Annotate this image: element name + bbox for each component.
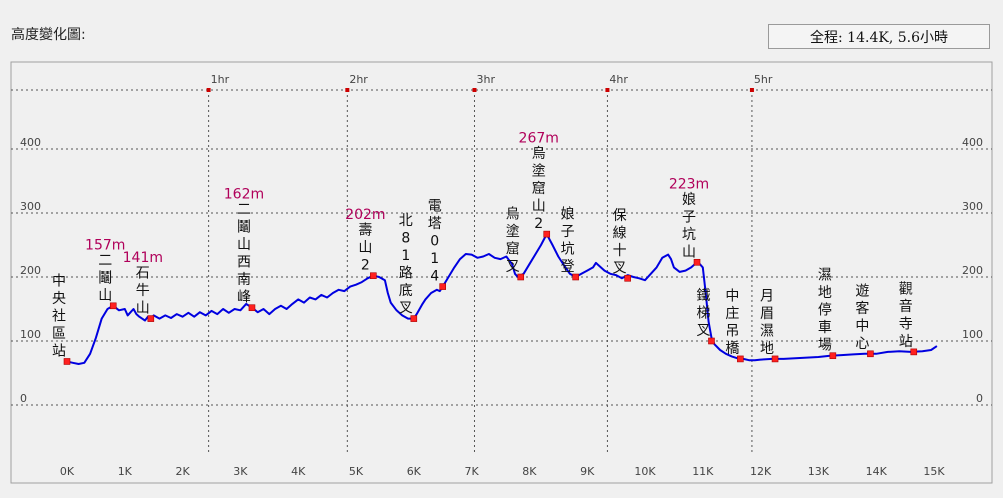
x-tick-label: 5K	[349, 465, 364, 478]
waypoint-name: 娘子坑山	[682, 192, 696, 261]
x-tick-label: 2K	[175, 465, 190, 478]
time-label: 4hr	[609, 73, 628, 86]
elevation-label: 157m	[85, 237, 125, 253]
waypoint-marker	[572, 273, 579, 281]
waypoint-name: 濕地停車場	[818, 268, 832, 354]
waypoint-marker	[543, 230, 551, 238]
waypoint-name: 石牛山	[136, 266, 150, 317]
waypoint-name: 觀音寺站	[899, 281, 913, 350]
time-marker	[472, 88, 477, 92]
waypoint-name: 保線十叉	[613, 208, 627, 277]
waypoint-marker	[867, 350, 874, 358]
x-tick-label: 10K	[634, 465, 656, 478]
waypoint-marker	[708, 337, 715, 345]
x-tick-label: 11K	[692, 465, 714, 478]
waypoint-name: 壽山 2	[358, 223, 372, 274]
elevation-label: 223m	[669, 176, 709, 192]
y-tick-label-left: 0	[20, 392, 27, 405]
waypoint-name: 烏塗窟叉	[506, 206, 520, 276]
waypoint-marker	[737, 355, 744, 363]
waypoint-name: 二鬮山西南峰	[237, 202, 251, 306]
waypoint-name: 電塔 0 1 4	[428, 199, 442, 285]
y-tick-label-right: 300	[962, 200, 983, 213]
chart-header-title: 高度變化圖:	[11, 27, 86, 43]
x-tick-label: 15K	[923, 465, 945, 478]
x-tick-label: 0K	[60, 465, 75, 478]
elevation-profile-line	[66, 233, 938, 365]
waypoint-marker	[693, 258, 701, 266]
waypoint-name: 娘子坑登	[561, 207, 575, 276]
waypoint-marker	[248, 304, 256, 312]
time-label: 3hr	[476, 73, 495, 86]
waypoint-marker	[370, 272, 377, 280]
waypoint-marker	[624, 274, 631, 282]
waypoint-marker	[410, 315, 418, 322]
waypoint-name: 月眉濕地	[760, 288, 774, 357]
waypoint-name: 中庄吊橋	[725, 288, 739, 357]
y-tick-label-left: 200	[20, 264, 41, 277]
waypoint-marker	[771, 355, 779, 363]
time-marker	[206, 88, 211, 92]
x-tick-label: 7K	[464, 465, 479, 478]
y-tick-label-right: 200	[962, 264, 983, 277]
y-tick-label-right: 400	[962, 136, 983, 149]
x-tick-label: 13K	[808, 465, 830, 478]
waypoint-marker	[109, 302, 117, 310]
route-summary: 全程: 14.4K, 5.6小時	[768, 24, 990, 49]
time-marker	[605, 88, 610, 92]
waypoint-layer	[63, 230, 918, 365]
y-tick-label-right: 0	[976, 392, 983, 405]
waypoint-marker	[829, 352, 837, 360]
time-label: 1hr	[211, 73, 230, 86]
elevation-label: 267m	[519, 131, 559, 147]
y-tick-label-left: 100	[20, 328, 41, 341]
x-tick-label: 9K	[580, 465, 595, 478]
waypoint-marker	[439, 283, 447, 290]
grid-layer: 0 0 100 100 200 200 300 300 400 400 0K 1K 2K 3K 4K 5K 6K…	[11, 136, 992, 478]
elevation-label: 141m	[123, 250, 163, 266]
x-tick-label: 6K	[407, 465, 422, 478]
x-tick-label: 3K	[233, 465, 248, 478]
time-marker	[749, 88, 754, 92]
waypoint-marker	[63, 358, 71, 365]
waypoint-marker	[910, 348, 918, 356]
waypoint-name: 北 8 1 路底叉	[399, 213, 413, 317]
waypoint-marker	[517, 273, 525, 281]
waypoint-marker	[147, 315, 155, 322]
x-tick-label: 12K	[750, 465, 772, 478]
x-tick-label: 4K	[291, 465, 306, 478]
waypoint-name: 遊客中心	[855, 283, 869, 352]
waypoint-name: 中央社區站	[52, 273, 66, 359]
waypoint-name: 二鬮山	[98, 253, 112, 304]
time-label: 5hr	[754, 73, 773, 86]
time-label: 2hr	[349, 73, 368, 86]
x-tick-label: 1K	[118, 465, 133, 478]
y-tick-label-left: 400	[20, 136, 41, 149]
time-marks: 1hr 2hr 3hr 4hr 5hr	[11, 73, 992, 455]
plot-area	[10, 61, 993, 484]
y-tick-label-right: 100	[962, 328, 983, 341]
elevation-label: 162m	[224, 187, 264, 203]
waypoint-name: 烏塗窟山 2	[532, 145, 546, 232]
time-marker	[345, 88, 350, 92]
elevation-label: 202m	[345, 207, 385, 223]
y-tick-label-left: 300	[20, 200, 41, 213]
x-tick-label: 8K	[522, 465, 537, 478]
x-tick-label: 14K	[866, 465, 888, 478]
waypoint-name: 鐵梯叉	[696, 287, 710, 339]
